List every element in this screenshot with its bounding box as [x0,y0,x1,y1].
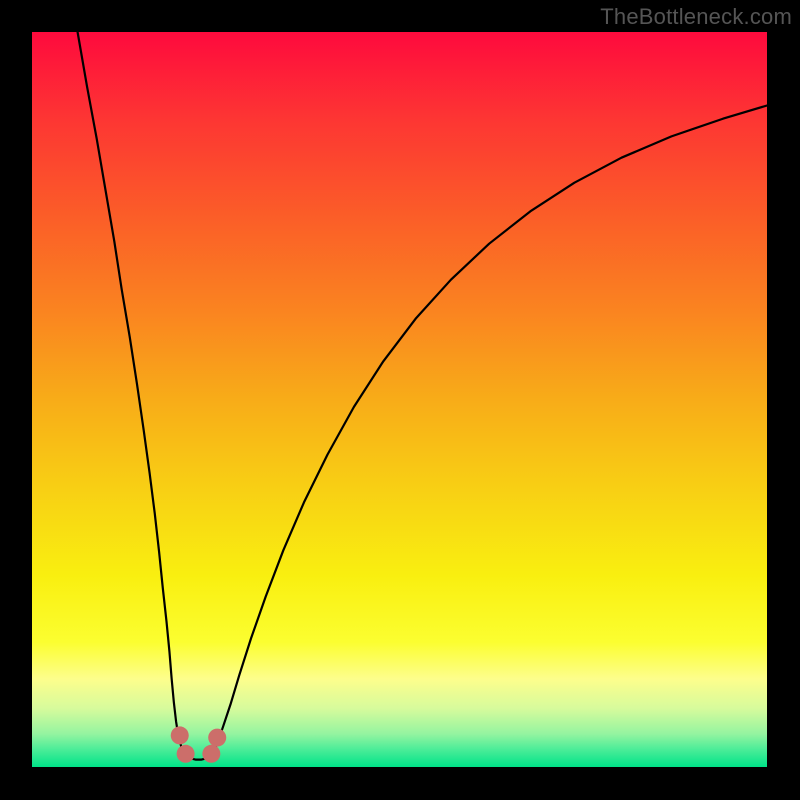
curve-marker [208,729,226,747]
figure-root: TheBottleneck.com [0,0,800,800]
curve-marker [177,745,195,763]
curve-marker [171,726,189,744]
bottleneck-curve-chart [0,0,800,800]
watermark-text: TheBottleneck.com [600,4,792,30]
curve-marker [202,745,220,763]
